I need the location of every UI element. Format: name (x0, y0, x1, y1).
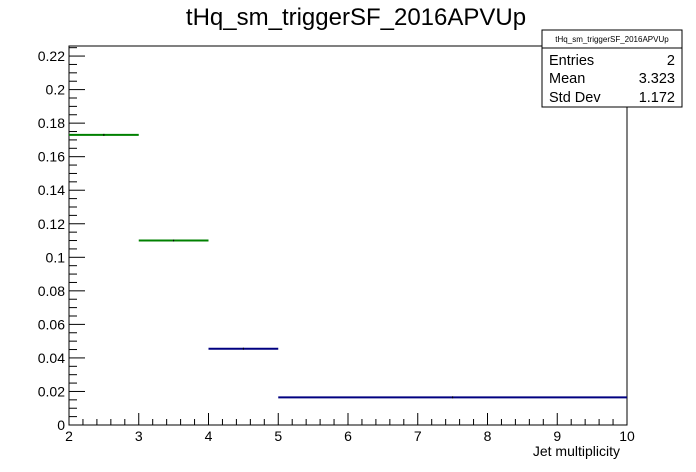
y-tick-label: 0 (57, 417, 65, 433)
y-tick-label: 0.02 (38, 383, 65, 399)
stats-mean-label: Mean (549, 71, 585, 87)
stats-stddev-value: 1.172 (639, 90, 675, 106)
y-tick-label: 0.04 (38, 350, 65, 366)
stats-stddev-label: Std Dev (549, 90, 601, 106)
y-tick-label: 0.08 (38, 283, 65, 299)
y-tick-label: 0.1 (46, 249, 66, 265)
histogram-bins (69, 133, 627, 399)
y-tick-label: 0.22 (38, 48, 65, 64)
x-tick-label: 7 (414, 428, 422, 444)
y-tick-label: 0.18 (38, 115, 65, 131)
x-tick-label: 5 (274, 428, 282, 444)
stats-box-title: tHq_sm_triggerSF_2016APVUp (555, 35, 669, 44)
y-axis: 0 0.02 0.04 0.06 0.08 0.1 0.12 0.14 0.16 0.18 0.2 0… (38, 47, 85, 433)
x-tick-label: 10 (619, 428, 635, 444)
x-tick-label: 4 (205, 428, 213, 444)
x-tick-label: 9 (553, 428, 561, 444)
x-tick-label: 8 (484, 428, 492, 444)
x-tick-label: 2 (65, 428, 73, 444)
stats-box-border (541, 29, 683, 108)
y-tick-label: 0.12 (38, 216, 65, 232)
chart-title: tHq_sm_triggerSF_2016APVUp (186, 4, 526, 31)
y-tick-label: 0.16 (38, 149, 65, 165)
stats-mean-value: 3.323 (639, 71, 675, 87)
x-tick-label: 6 (344, 428, 352, 444)
stats-entries-label: Entries (549, 53, 594, 69)
y-tick-label: 0.2 (46, 82, 66, 98)
y-tick-label: 0.14 (38, 182, 65, 198)
x-axis: 2 3 4 5 6 7 8 9 10 (65, 413, 635, 444)
y-tick-label: 0.06 (38, 316, 65, 332)
stats-entries-value: 2 (667, 53, 675, 69)
stats-box: tHq_sm_triggerSF_2016APVUp Entries 2 Mea… (541, 29, 683, 108)
x-tick-label: 3 (135, 428, 143, 444)
x-axis-label: Jet multiplicity (533, 443, 620, 459)
